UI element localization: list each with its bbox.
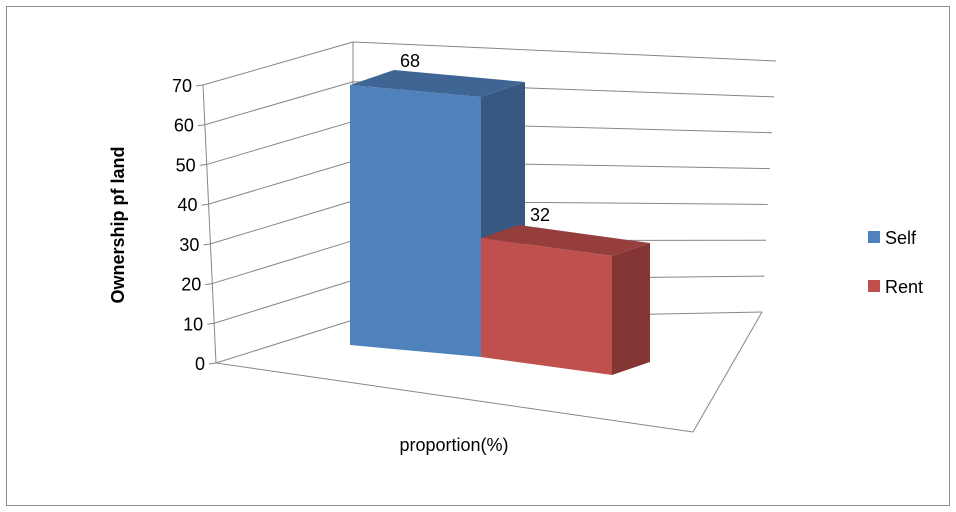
y-tick-mark bbox=[205, 283, 213, 286]
bar-side-rent bbox=[612, 243, 650, 375]
y-tick-label: 20 bbox=[181, 275, 201, 295]
bar-top-self bbox=[350, 70, 525, 97]
y-tick-label: 30 bbox=[179, 235, 199, 255]
y-tick-mark bbox=[207, 322, 215, 325]
y-tick-mark bbox=[199, 163, 207, 166]
y-tick-label: 40 bbox=[178, 195, 198, 215]
bar-front-rent bbox=[481, 238, 612, 375]
side-gridline bbox=[213, 279, 354, 324]
legend-label-rent: Rent bbox=[885, 277, 923, 297]
bar-front-self bbox=[350, 85, 481, 357]
axis-frame-left-back bbox=[215, 42, 354, 364]
y-tick-label: 70 bbox=[172, 76, 192, 96]
legend-swatch-rent bbox=[868, 280, 880, 292]
y-tick-mark bbox=[203, 243, 211, 246]
side-gridline bbox=[208, 160, 354, 205]
y-tick-mark bbox=[208, 362, 217, 365]
side-gridline bbox=[202, 41, 354, 86]
side-gridline bbox=[206, 120, 354, 165]
data-labels: 68 32 bbox=[400, 51, 550, 225]
y-axis-title: Ownership pf land bbox=[108, 146, 128, 303]
bar-top-rent bbox=[481, 225, 650, 256]
y-tick-label: 60 bbox=[174, 116, 194, 136]
y-tick-label: 50 bbox=[176, 155, 196, 175]
data-label-rent: 32 bbox=[530, 205, 550, 225]
y-tick-mark bbox=[197, 124, 205, 127]
x-axis-title: proportion(%) bbox=[399, 435, 508, 455]
side-gridline bbox=[210, 200, 354, 245]
y-tick-label: 0 bbox=[195, 354, 205, 374]
legend-label-self: Self bbox=[885, 228, 917, 248]
back-gridline bbox=[352, 41, 777, 62]
y-tick-mark bbox=[201, 203, 209, 206]
floor-right-edge bbox=[692, 311, 763, 433]
side-gridline bbox=[212, 240, 354, 285]
legend-swatch-self bbox=[868, 231, 880, 243]
y-tick-label: 10 bbox=[183, 314, 203, 334]
y-tick-labels: 0 10 20 30 40 50 60 70 bbox=[172, 76, 205, 374]
y-tick-mark bbox=[195, 84, 204, 87]
legend: Self Rent bbox=[868, 228, 923, 297]
data-label-self: 68 bbox=[400, 51, 420, 71]
bars bbox=[350, 70, 650, 375]
side-gridline bbox=[204, 81, 354, 126]
